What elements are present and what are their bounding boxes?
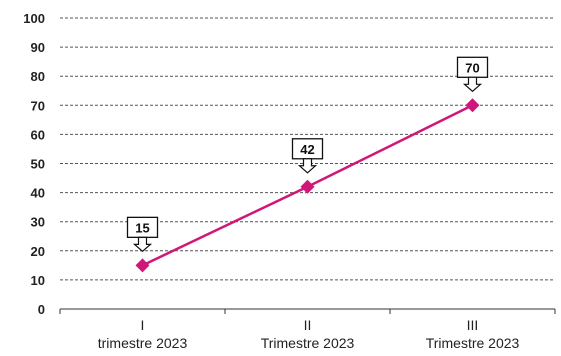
callout-arrow bbox=[297, 158, 318, 174]
callout-arrow bbox=[462, 76, 483, 93]
x-tick-label: II bbox=[304, 317, 312, 333]
data-point bbox=[135, 258, 150, 273]
y-tick-label: 20 bbox=[31, 244, 45, 259]
y-tick-label: 60 bbox=[31, 127, 45, 142]
y-tick-label: 40 bbox=[31, 186, 45, 201]
series-line bbox=[135, 98, 480, 273]
y-tick-label: 70 bbox=[31, 98, 45, 113]
y-tick-label: 50 bbox=[31, 157, 45, 172]
x-tick-label: I bbox=[141, 317, 145, 333]
data-label-callout: 70 bbox=[456, 56, 489, 93]
data-label-callout: 42 bbox=[291, 138, 324, 174]
data-labels: 15 42 70 bbox=[126, 56, 489, 253]
data-point bbox=[300, 179, 315, 194]
y-tick-label: 80 bbox=[31, 69, 45, 84]
y-axis: 0 10 20 30 40 50 60 70 80 90 100 bbox=[23, 11, 45, 317]
data-point bbox=[465, 98, 480, 113]
y-tick-label: 30 bbox=[31, 215, 45, 230]
y-tick-label: 100 bbox=[23, 11, 45, 26]
x-tick-label: trimestre 2023 bbox=[98, 335, 188, 351]
y-tick-label: 0 bbox=[38, 302, 45, 317]
callout-arrow bbox=[132, 236, 153, 253]
x-tick-label: Trimestre 2023 bbox=[426, 335, 520, 351]
y-tick-label: 90 bbox=[31, 40, 45, 55]
data-label-callout: 15 bbox=[126, 216, 159, 253]
data-label: 42 bbox=[300, 142, 314, 157]
y-tick-label: 10 bbox=[31, 273, 45, 288]
x-tick-label: III bbox=[467, 317, 479, 333]
data-label: 15 bbox=[135, 220, 149, 235]
x-tick-label: Trimestre 2023 bbox=[261, 335, 355, 351]
data-label: 70 bbox=[465, 60, 479, 75]
